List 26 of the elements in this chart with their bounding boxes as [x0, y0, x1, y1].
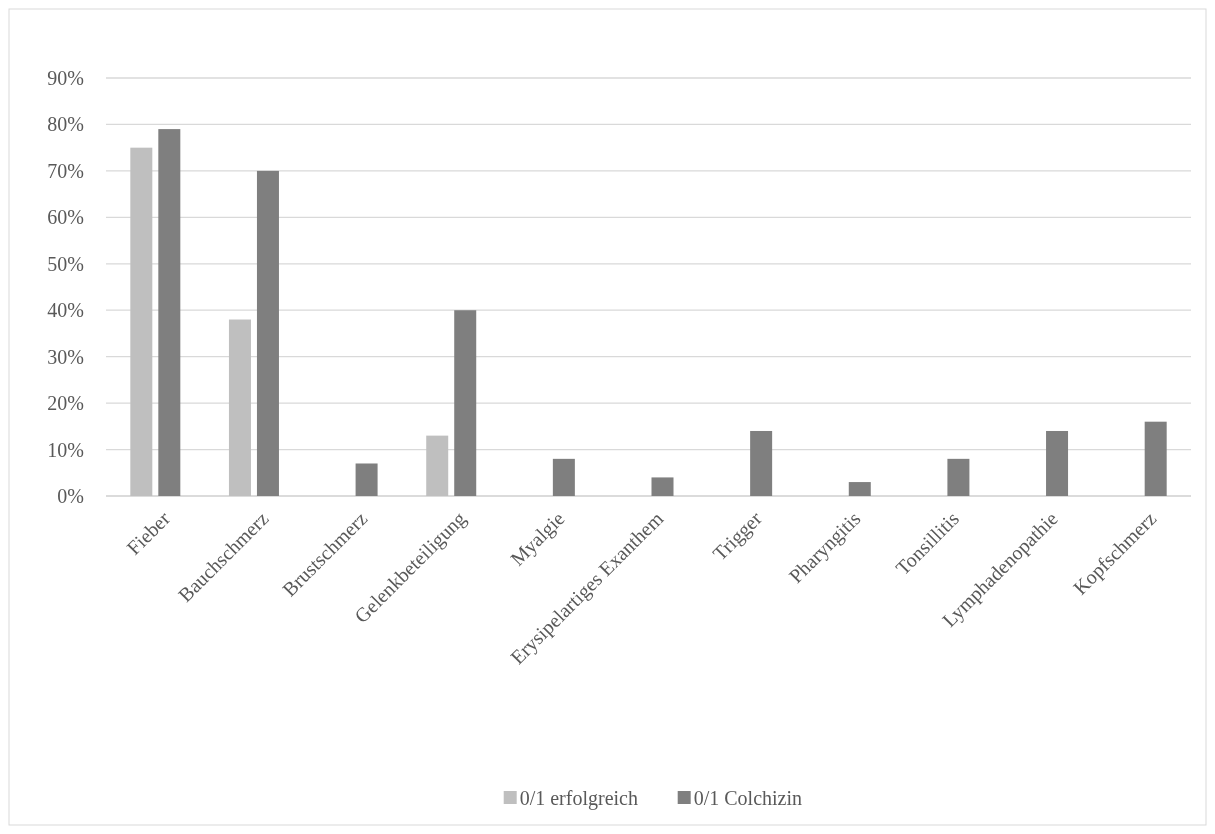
legend-label: 0/1 erfolgreich: [519, 787, 638, 810]
bar: [552, 458, 575, 496]
bar: [158, 129, 181, 496]
y-tick-label: 70%: [47, 159, 84, 182]
bar: [130, 147, 153, 496]
bar: [256, 170, 279, 496]
bar: [651, 477, 674, 496]
y-tick-label: 60%: [47, 206, 84, 229]
legend-label: 0/1 Colchizin: [693, 787, 803, 809]
y-tick-label: 90%: [47, 67, 84, 89]
y-tick-label: 20%: [47, 392, 84, 415]
y-tick-label: 50%: [47, 252, 84, 275]
bar: [454, 310, 477, 496]
y-tick-label: 30%: [47, 345, 84, 368]
bar: [750, 430, 773, 496]
bar: [228, 319, 251, 496]
bar: [355, 463, 378, 496]
bar: [947, 458, 970, 496]
y-tick-label: 40%: [47, 299, 84, 322]
y-tick-label: 80%: [47, 113, 84, 136]
y-tick-label: 10%: [47, 438, 84, 461]
bar: [1046, 430, 1069, 496]
bar: [426, 435, 449, 496]
y-tick-label: 0%: [57, 485, 84, 507]
bar: [848, 482, 871, 496]
bar: [1144, 421, 1167, 496]
